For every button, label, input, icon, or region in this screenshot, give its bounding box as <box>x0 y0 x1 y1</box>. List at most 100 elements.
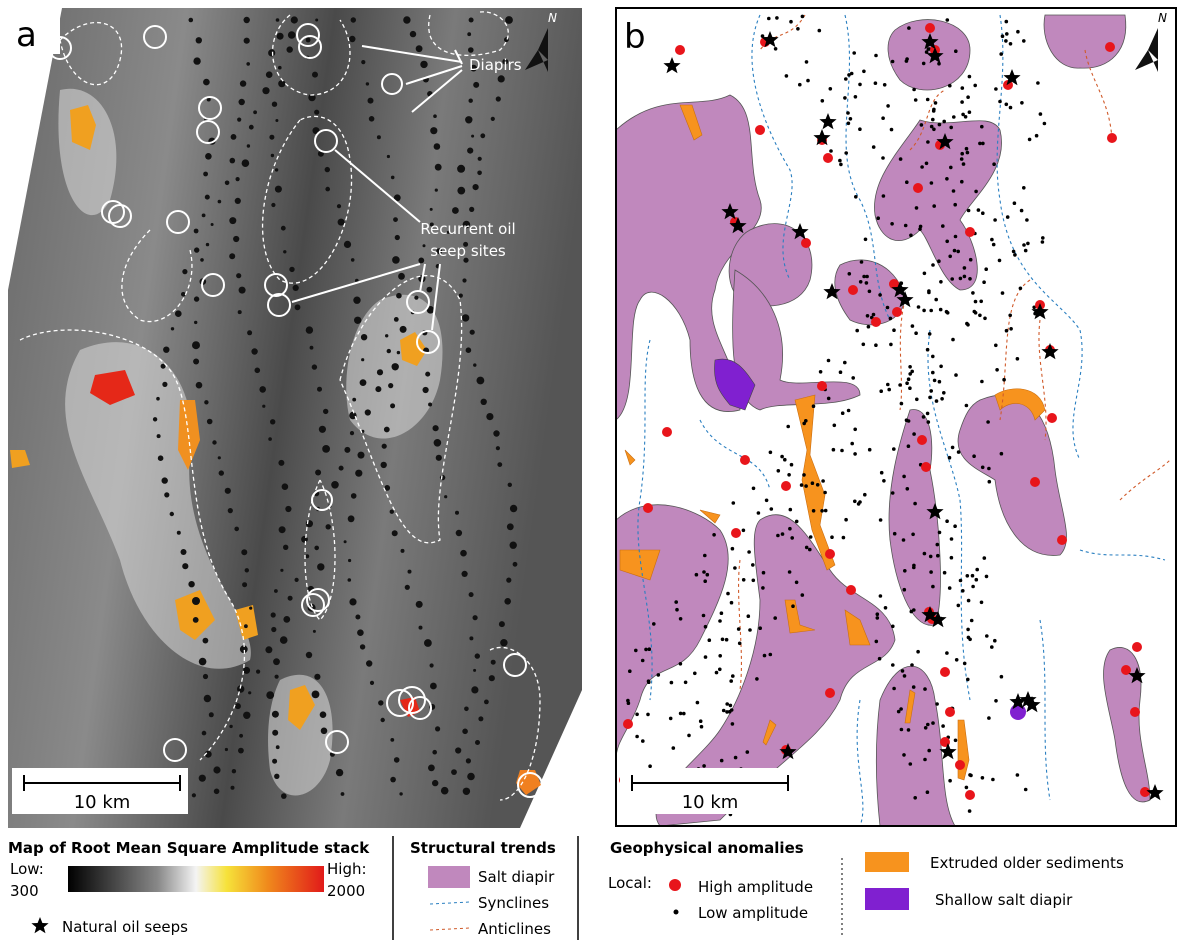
dot <box>224 747 228 752</box>
dot <box>970 573 975 578</box>
red-dot <box>817 381 827 391</box>
dot <box>1002 377 1006 382</box>
dot <box>272 729 279 736</box>
dot <box>390 738 395 742</box>
dot <box>929 181 934 185</box>
dot <box>892 531 897 536</box>
dot <box>169 511 174 517</box>
dot <box>644 647 648 652</box>
low-label: Low: <box>10 860 44 878</box>
dot <box>301 535 308 543</box>
dot <box>720 637 725 642</box>
dot <box>193 296 200 302</box>
star-symbol <box>31 917 49 934</box>
dot <box>426 286 433 293</box>
dot <box>832 423 837 428</box>
dot <box>500 639 508 647</box>
dot <box>721 708 726 713</box>
dot <box>268 49 276 57</box>
dot <box>719 611 724 615</box>
dot <box>967 74 972 79</box>
dot <box>940 397 944 401</box>
dot <box>719 758 724 763</box>
dot <box>381 443 387 449</box>
dot <box>699 724 704 729</box>
dot <box>911 685 916 689</box>
dot <box>349 35 356 43</box>
dot <box>953 202 957 207</box>
dot <box>898 383 902 387</box>
dot <box>193 228 199 234</box>
dot <box>461 570 468 578</box>
dot <box>694 572 699 577</box>
dot <box>993 218 997 222</box>
dot <box>460 549 467 557</box>
red-dot <box>965 790 975 800</box>
dot <box>789 462 794 467</box>
dot <box>987 479 992 484</box>
dot <box>979 299 983 304</box>
oil-seeps-label: Natural oil seeps <box>62 918 188 936</box>
structural-item: Synclines <box>478 894 549 912</box>
dot <box>886 382 890 387</box>
dot <box>269 134 275 140</box>
dot <box>956 450 961 454</box>
dot <box>994 87 998 91</box>
dot <box>176 530 181 535</box>
dot <box>916 305 921 309</box>
dot <box>973 83 977 88</box>
dot <box>323 408 329 415</box>
dot <box>980 776 985 780</box>
dot <box>931 721 935 725</box>
dot <box>861 342 866 347</box>
dot <box>162 381 168 387</box>
dot <box>889 127 894 132</box>
dot <box>286 46 293 53</box>
dot <box>468 47 474 53</box>
red-dot <box>662 427 672 437</box>
dot <box>248 124 254 130</box>
dot <box>687 733 691 738</box>
dot <box>243 37 250 44</box>
dot <box>966 95 970 99</box>
dot <box>878 518 883 522</box>
dot <box>808 547 812 552</box>
dot <box>292 284 299 291</box>
dot <box>400 548 405 553</box>
dot <box>1000 291 1005 295</box>
dot <box>311 364 318 370</box>
dot <box>925 97 930 102</box>
seep-label: Recurrent oil <box>420 220 515 238</box>
dot <box>274 773 280 779</box>
dot <box>810 481 815 486</box>
dot <box>1013 253 1017 257</box>
red-dot <box>1030 477 1040 487</box>
dot <box>909 233 913 238</box>
dot <box>714 670 719 675</box>
dot <box>473 668 477 672</box>
dot <box>921 415 926 419</box>
dot <box>682 711 686 716</box>
red-dot <box>940 667 950 677</box>
dot <box>275 745 280 750</box>
dot <box>385 334 389 338</box>
dot <box>399 325 407 333</box>
dot <box>274 674 279 679</box>
dot <box>994 699 998 703</box>
dot <box>308 93 316 102</box>
dot <box>794 519 799 524</box>
dot <box>234 526 239 532</box>
dot <box>905 57 909 61</box>
dot <box>273 658 280 666</box>
dot <box>863 237 868 242</box>
dot <box>755 677 759 681</box>
dot <box>205 242 210 247</box>
dot <box>978 141 982 146</box>
structural-item: Anticlines <box>478 920 551 938</box>
label-box <box>618 10 670 54</box>
dot <box>668 716 673 721</box>
red-dot <box>1057 535 1067 545</box>
dot <box>703 655 708 659</box>
high-label: High: <box>327 860 367 878</box>
dot <box>724 637 729 642</box>
